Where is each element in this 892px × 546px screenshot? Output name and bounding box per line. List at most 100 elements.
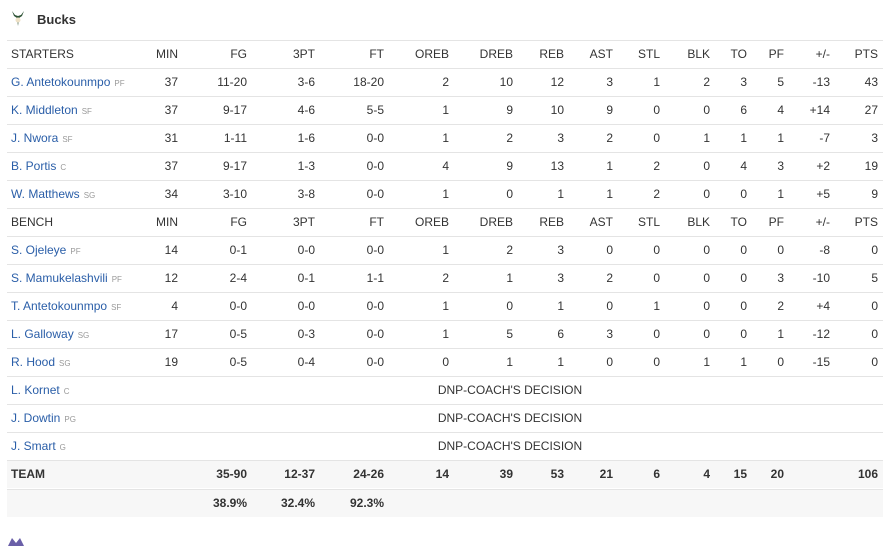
- stat-cell: 1: [442, 243, 449, 257]
- column-header: TO: [730, 47, 747, 61]
- stat-cell: 4: [740, 159, 747, 173]
- stat-cell: 1: [506, 271, 513, 285]
- stat-cell: 12: [164, 271, 178, 285]
- stat-cell: 5-5: [366, 103, 384, 117]
- stat-cell: 0: [653, 271, 660, 285]
- stat-cell: 0-1: [229, 243, 247, 257]
- stat-cell: 1: [653, 299, 660, 313]
- player-position: SG: [77, 331, 90, 340]
- stat-cell: 3: [606, 327, 613, 341]
- next-team-logo: [8, 538, 24, 546]
- player-position: SG: [59, 359, 71, 368]
- stat-cell: 3: [557, 243, 564, 257]
- stat-cell: 0: [653, 131, 660, 145]
- stat-cell: 4: [442, 159, 449, 173]
- stat-cell: 1-3: [297, 159, 315, 173]
- stat-cell: 6: [557, 327, 564, 341]
- stat-cell: 2: [506, 243, 513, 257]
- column-header: +/-: [815, 215, 830, 229]
- stat-cell: 3: [557, 271, 564, 285]
- table-row: [7, 40, 883, 68]
- table-row: [7, 460, 883, 488]
- stat-cell: 1-11: [223, 131, 247, 145]
- player-name[interactable]: W. Matthews: [11, 187, 80, 201]
- player-name[interactable]: S. Ojeleye: [11, 243, 67, 257]
- player-name[interactable]: K. Middleton: [11, 103, 78, 117]
- player-name[interactable]: B. Portis: [11, 159, 57, 173]
- player-cell: G. Antetokounmpo PF: [11, 75, 125, 91]
- player-name[interactable]: R. Hood: [11, 355, 56, 369]
- stat-cell: +5: [816, 187, 830, 201]
- stat-cell: 9-17: [222, 103, 247, 117]
- table-row: [7, 264, 883, 292]
- table-row: [7, 180, 883, 208]
- stat-cell: 19: [164, 355, 178, 369]
- column-header: 3PT: [292, 47, 315, 61]
- team-percentage: 92.3%: [349, 496, 384, 510]
- stat-cell: 0: [871, 355, 878, 369]
- stat-cell: 9: [506, 159, 513, 173]
- column-header: BLK: [687, 47, 710, 61]
- column-header: AST: [589, 215, 613, 229]
- stat-cell: 37: [164, 159, 178, 173]
- stat-cell: 0: [703, 299, 710, 313]
- stat-cell: 19: [864, 159, 878, 173]
- stat-cell: 2: [442, 271, 449, 285]
- stat-cell: 0: [703, 187, 710, 201]
- column-header: STL: [637, 47, 660, 61]
- column-header: FT: [369, 215, 384, 229]
- table-row: [7, 489, 883, 517]
- column-header: DREB: [479, 47, 513, 61]
- stat-cell: 3: [557, 131, 564, 145]
- stat-cell: 14: [164, 243, 178, 257]
- stat-cell: 2: [442, 75, 449, 89]
- stat-cell: 0-0: [366, 355, 384, 369]
- table-row: [7, 432, 883, 460]
- stat-cell: 3-10: [222, 187, 247, 201]
- player-name[interactable]: T. Antetokounmpo: [11, 299, 108, 313]
- column-header: REB: [539, 215, 564, 229]
- column-header: PTS: [854, 215, 878, 229]
- stat-cell: 5: [871, 271, 878, 285]
- stat-cell: 37: [164, 75, 178, 89]
- stat-cell: 37: [164, 103, 178, 117]
- stat-cell: 5: [777, 75, 784, 89]
- player-name[interactable]: L. Kornet: [11, 383, 60, 397]
- player-position: SF: [81, 107, 92, 116]
- table-row: [7, 68, 883, 96]
- stat-cell: -8: [819, 243, 830, 257]
- team-total: 14: [435, 467, 449, 481]
- stat-cell: 2: [506, 131, 513, 145]
- player-position: SF: [62, 135, 73, 144]
- stat-cell: 4: [777, 103, 784, 117]
- team-total: 106: [857, 467, 878, 481]
- player-cell: L. Kornet C: [11, 383, 69, 399]
- player-name[interactable]: S. Mamukelashvili: [11, 271, 108, 285]
- table-row: [7, 152, 883, 180]
- player-name[interactable]: J. Nwora: [11, 131, 59, 145]
- column-header: STARTERS: [11, 47, 74, 61]
- stat-cell: 1: [653, 75, 660, 89]
- stat-cell: 1: [442, 103, 449, 117]
- player-name[interactable]: J. Smart: [11, 439, 56, 453]
- player-position: SF: [111, 303, 122, 312]
- stat-cell: -12: [812, 327, 830, 341]
- stat-cell: 0: [740, 327, 747, 341]
- column-header: PF: [768, 215, 784, 229]
- stat-cell: 0: [442, 355, 449, 369]
- dnp-note: DNP-COACH'S DECISION: [437, 439, 583, 453]
- stat-cell: 0: [740, 271, 747, 285]
- stat-cell: 1: [740, 355, 747, 369]
- player-name[interactable]: L. Galloway: [11, 327, 74, 341]
- column-header: BENCH: [11, 215, 54, 229]
- player-name[interactable]: J. Dowtin: [11, 411, 61, 425]
- stat-cell: 31: [164, 131, 178, 145]
- team-logo: [12, 11, 24, 26]
- column-header: MIN: [156, 215, 178, 229]
- player-name[interactable]: G. Antetokounmpo: [11, 75, 111, 89]
- stat-cell: 0: [871, 243, 878, 257]
- player-position: PF: [111, 275, 122, 284]
- column-header: TO: [730, 215, 747, 229]
- stat-cell: -15: [812, 355, 830, 369]
